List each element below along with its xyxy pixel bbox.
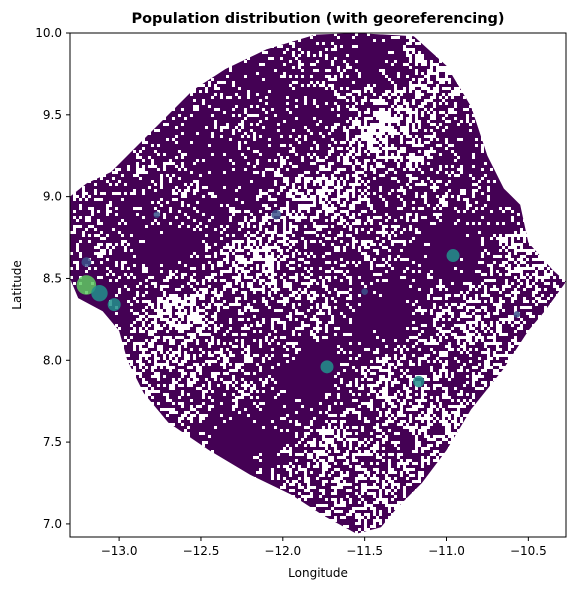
x-tick-label: −11.0 bbox=[428, 544, 465, 558]
x-tick: −10.5 bbox=[510, 537, 547, 558]
x-tick: −13.0 bbox=[101, 537, 138, 558]
y-tick-label: 10.0 bbox=[35, 26, 62, 40]
hotspot bbox=[361, 288, 368, 295]
y-tick: 8.0 bbox=[43, 353, 70, 367]
plot-area bbox=[70, 33, 566, 534]
x-axis: −13.0 −12.5 −12.0 −11.5 −11.0 −10.5 bbox=[101, 537, 547, 558]
y-tick: 9.5 bbox=[43, 108, 70, 122]
hotspot bbox=[81, 257, 92, 267]
density-cells bbox=[70, 33, 566, 534]
y-tick: 10.0 bbox=[35, 26, 70, 40]
x-tick: −12.0 bbox=[264, 537, 301, 558]
hotspot bbox=[446, 249, 460, 263]
hotspot bbox=[153, 211, 161, 218]
y-tick-label: 8.0 bbox=[43, 353, 62, 367]
chart-title: Population distribution (with georeferen… bbox=[131, 11, 504, 27]
y-tick: 9.0 bbox=[43, 190, 70, 204]
y-axis-label: Latitude bbox=[10, 260, 24, 309]
y-tick: 7.0 bbox=[43, 517, 70, 531]
x-tick-label: −10.5 bbox=[510, 544, 547, 558]
y-tick-label: 8.5 bbox=[43, 271, 62, 285]
hotspot bbox=[91, 284, 108, 302]
hotspot bbox=[271, 209, 282, 220]
y-tick: 7.5 bbox=[43, 435, 70, 449]
x-tick: −12.5 bbox=[183, 537, 220, 558]
y-tick-label: 7.5 bbox=[43, 435, 62, 449]
x-axis-label: Longitude bbox=[288, 566, 348, 580]
population-raster bbox=[70, 33, 566, 534]
hotspot bbox=[107, 298, 121, 312]
x-tick-label: −12.5 bbox=[183, 544, 220, 558]
x-tick: −11.5 bbox=[346, 537, 383, 558]
y-tick-label: 9.0 bbox=[43, 190, 62, 204]
x-tick-label: −12.0 bbox=[264, 544, 301, 558]
y-tick-label: 7.0 bbox=[43, 517, 62, 531]
x-tick-label: −13.0 bbox=[101, 544, 138, 558]
hotspots-layer bbox=[76, 209, 521, 388]
hotspot bbox=[412, 375, 425, 388]
y-tick: 8.5 bbox=[43, 271, 70, 285]
hotspot bbox=[513, 311, 521, 318]
y-axis: 7.0 7.5 8.0 8.5 9.0 9.5 10.0 bbox=[35, 26, 70, 531]
hotspot bbox=[76, 275, 97, 295]
y-tick-label: 9.5 bbox=[43, 108, 62, 122]
x-tick-label: −11.5 bbox=[346, 544, 383, 558]
x-tick: −11.0 bbox=[428, 537, 465, 558]
axes-frame bbox=[69, 32, 567, 538]
hotspot bbox=[320, 360, 334, 374]
